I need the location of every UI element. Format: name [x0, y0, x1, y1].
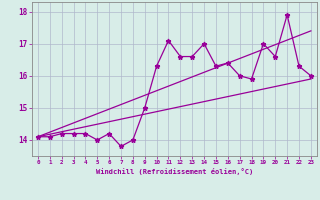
- X-axis label: Windchill (Refroidissement éolien,°C): Windchill (Refroidissement éolien,°C): [96, 168, 253, 175]
